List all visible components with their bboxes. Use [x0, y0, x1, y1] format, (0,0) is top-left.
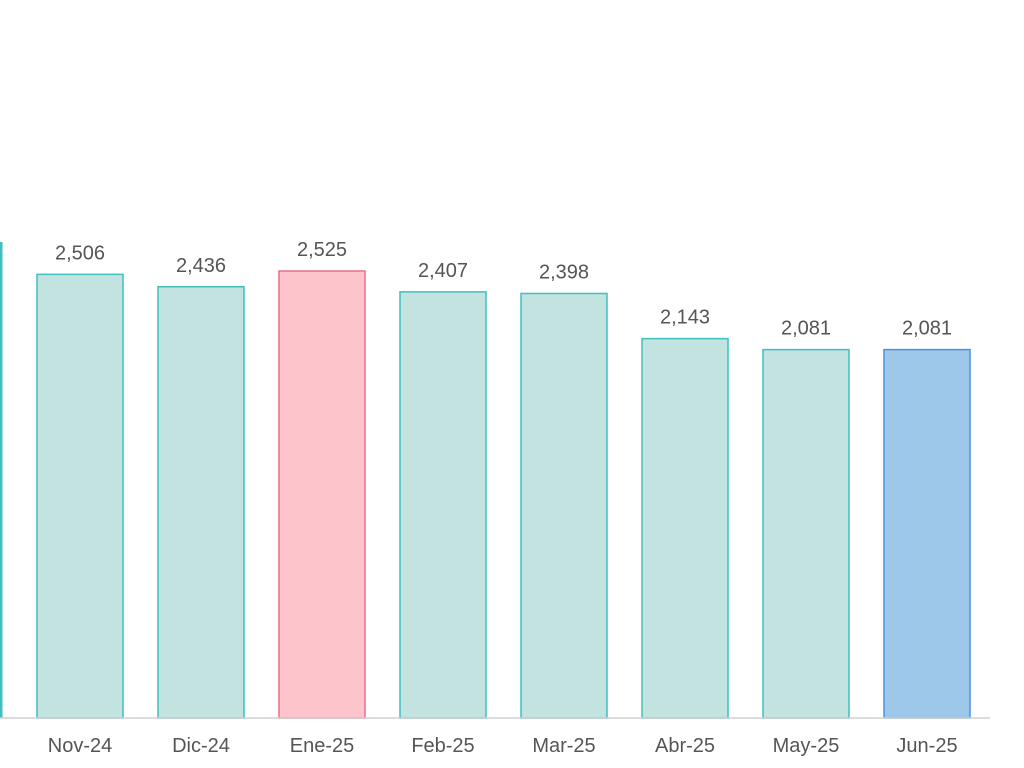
bar-value-label: 2,398 — [539, 261, 589, 283]
bar-value-label: 2,407 — [418, 260, 468, 282]
bar-nov-24 — [36, 273, 124, 719]
bar-value-label: 2,506 — [55, 242, 105, 264]
bar-value-label: 2,436 — [176, 255, 226, 277]
x-tick-label: Jun-25 — [896, 735, 957, 757]
bar-value-label: 2,081 — [902, 318, 952, 340]
x-tick-label: Nov-24 — [48, 735, 112, 757]
bar-value-label: 2,081 — [781, 318, 831, 340]
bar-value-label: 2,525 — [297, 239, 347, 261]
bar-value-label: 2,143 — [660, 307, 710, 329]
bar-mar-25 — [520, 292, 608, 719]
x-axis-tick-labels: Nov-24 Dic-24 Ene-25 Feb-25 Mar-25 Abr-25 May-… — [48, 735, 958, 757]
bar-dic-24 — [157, 286, 245, 719]
bar-feb-25 — [399, 291, 487, 719]
x-tick-label: Dic-24 — [172, 735, 230, 757]
x-tick-label: May-25 — [773, 735, 840, 757]
x-tick-label: Mar-25 — [532, 735, 595, 757]
x-tick-label: Ene-25 — [290, 735, 355, 757]
bar-abr-25 — [641, 337, 729, 719]
bar-ene-25 — [278, 270, 366, 719]
bar-jun-25 — [883, 348, 971, 719]
x-tick-label: Feb-25 — [411, 735, 474, 757]
bars-group — [36, 270, 971, 719]
bar-may-25 — [762, 348, 850, 719]
bar-value-labels: 2,506 2,436 2,525 2,407 2,398 2,143 2,081 2,081 — [55, 239, 952, 340]
x-tick-label: Abr-25 — [655, 735, 715, 757]
